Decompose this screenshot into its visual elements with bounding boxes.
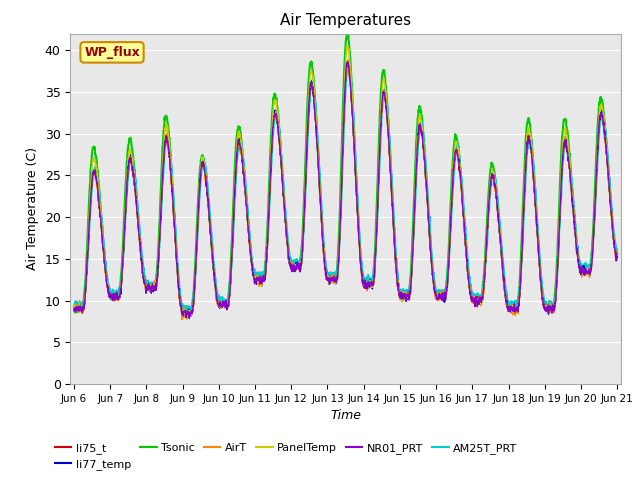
X-axis label: Time: Time xyxy=(330,409,361,422)
Text: WP_flux: WP_flux xyxy=(84,46,140,59)
Legend: li75_t, li77_temp, Tsonic, AirT, PanelTemp, NR01_PRT, AM25T_PRT: li75_t, li77_temp, Tsonic, AirT, PanelTe… xyxy=(51,438,522,474)
Title: Air Temperatures: Air Temperatures xyxy=(280,13,411,28)
Y-axis label: Air Temperature (C): Air Temperature (C) xyxy=(26,147,39,270)
